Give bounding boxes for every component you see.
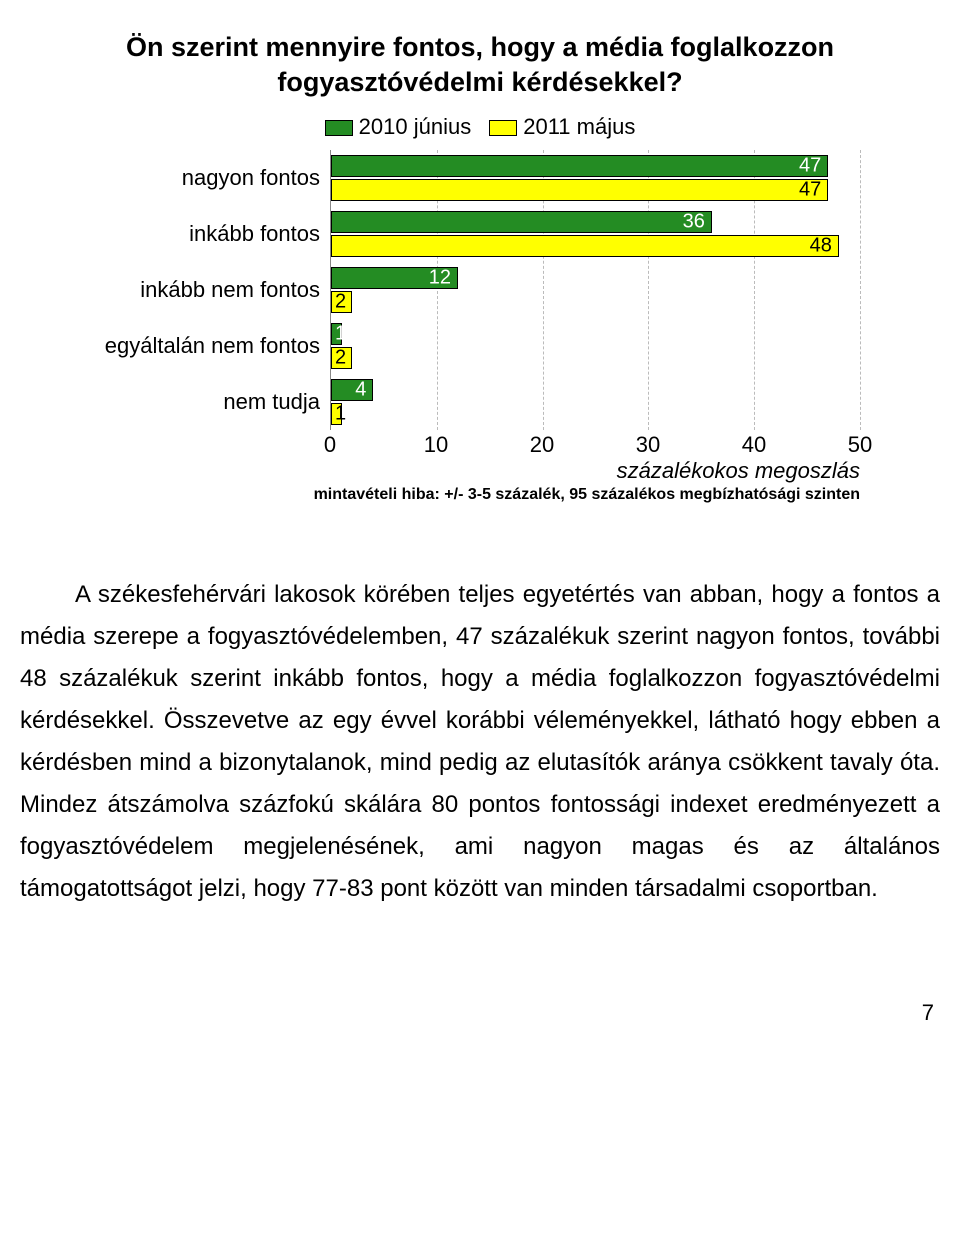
legend-swatch bbox=[325, 120, 353, 136]
bar: 12 bbox=[331, 267, 458, 289]
category-label: nagyon fontos bbox=[100, 150, 330, 206]
x-axis-title: százalékokos megoszlás bbox=[100, 458, 860, 484]
category-label: egyáltalán nem fontos bbox=[100, 318, 330, 374]
bar: 2 bbox=[331, 347, 352, 369]
bar: 4 bbox=[331, 379, 373, 401]
bar-value-label: 4 bbox=[355, 379, 366, 402]
x-axis-labels: 01020304050 bbox=[330, 430, 860, 456]
category-label: inkább nem fontos bbox=[100, 262, 330, 318]
bar: 47 bbox=[331, 179, 828, 201]
chart-title-line1: Ön szerint mennyire fontos, hogy a média… bbox=[126, 32, 834, 62]
body-paragraph: A székesfehérvári lakosok körében teljes… bbox=[20, 574, 940, 910]
bar: 48 bbox=[331, 235, 839, 257]
category-label: inkább fontos bbox=[100, 206, 330, 262]
legend-item: 2010 június bbox=[325, 114, 472, 140]
bar-value-label: 12 bbox=[429, 267, 451, 290]
chart-title: Ön szerint mennyire fontos, hogy a média… bbox=[70, 30, 890, 100]
bar-row: 36 48 bbox=[331, 206, 860, 262]
chart-footnote: mintavételi hiba: +/- 3-5 százalék, 95 s… bbox=[100, 486, 860, 504]
bar-value-label: 2 bbox=[335, 291, 346, 314]
x-tick-label: 10 bbox=[424, 432, 448, 458]
category-label: nem tudja bbox=[100, 374, 330, 430]
chart-body: nagyon fontosinkább fontosinkább nem fon… bbox=[100, 150, 860, 430]
legend-label: 2010 június bbox=[359, 114, 472, 139]
bar: 2 bbox=[331, 291, 352, 313]
bar: 1 bbox=[331, 403, 342, 425]
plot-area: 474736481221241 bbox=[330, 150, 860, 430]
legend-swatch bbox=[489, 120, 517, 136]
bar-value-label: 47 bbox=[799, 179, 821, 202]
bar-value-label: 1 bbox=[335, 403, 346, 426]
chart-legend: 2010 június 2011 május bbox=[100, 114, 860, 140]
x-tick-label: 0 bbox=[324, 432, 336, 458]
bar-value-label: 36 bbox=[683, 211, 705, 234]
bar-value-label: 47 bbox=[799, 155, 821, 178]
gridline bbox=[860, 150, 861, 430]
bar-row: 12 bbox=[331, 318, 860, 374]
bar-value-label: 2 bbox=[335, 347, 346, 370]
bar: 1 bbox=[331, 323, 342, 345]
bar: 47 bbox=[331, 155, 828, 177]
chart-area: 2010 június2011 május nagyon fontosinkáb… bbox=[100, 114, 860, 504]
body-paragraph-text: A székesfehérvári lakosok körében teljes… bbox=[20, 581, 940, 902]
x-axis: 01020304050 bbox=[100, 430, 860, 456]
bar-row: 4747 bbox=[331, 150, 860, 206]
x-tick-label: 50 bbox=[848, 432, 872, 458]
legend-label: 2011 május bbox=[523, 114, 635, 139]
bar-row: 12 2 bbox=[331, 262, 860, 318]
bar-value-label: 48 bbox=[810, 235, 832, 258]
page-number: 7 bbox=[20, 1000, 940, 1026]
x-tick-label: 40 bbox=[742, 432, 766, 458]
category-column: nagyon fontosinkább fontosinkább nem fon… bbox=[100, 150, 330, 430]
bar-row: 41 bbox=[331, 374, 860, 430]
x-tick-label: 30 bbox=[636, 432, 660, 458]
bar: 36 bbox=[331, 211, 712, 233]
bar-value-label: 1 bbox=[335, 323, 346, 346]
x-tick-label: 20 bbox=[530, 432, 554, 458]
chart-title-line2: fogyasztóvédelmi kérdésekkel? bbox=[277, 67, 682, 97]
legend-item: 2011 május bbox=[489, 114, 635, 140]
